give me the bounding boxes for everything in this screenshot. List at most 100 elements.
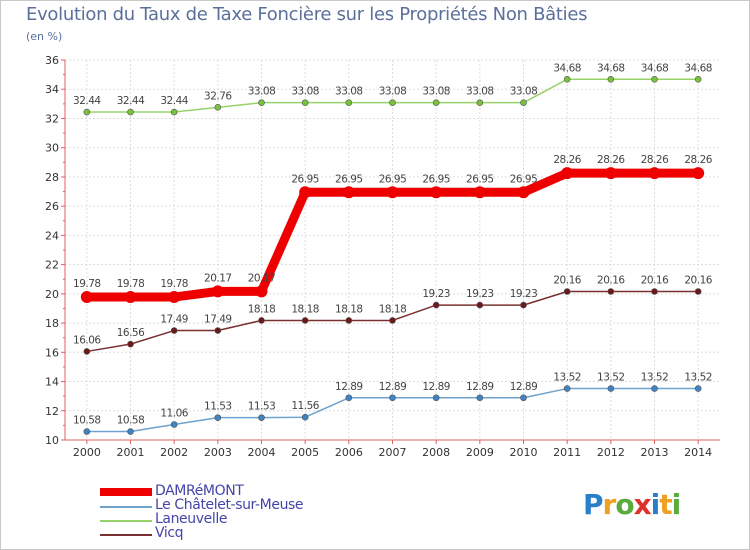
data-point	[389, 317, 396, 324]
proxiti-logo: Proxiti	[583, 488, 682, 521]
data-point	[563, 385, 571, 392]
data-label: 33.08	[422, 86, 450, 98]
data-label: 20.17	[204, 272, 232, 284]
data-label: 34.68	[597, 62, 625, 74]
data-label: 28.26	[641, 154, 669, 166]
data-label: 32.76	[204, 90, 232, 102]
data-point	[301, 317, 309, 324]
data-label: 20.16	[641, 275, 669, 287]
data-point	[607, 288, 615, 295]
y-tick-label: 24	[45, 229, 59, 242]
x-tick-label: 2006	[335, 446, 363, 459]
data-label: 26.95	[510, 173, 538, 185]
data-point	[127, 108, 134, 116]
data-label: 33.08	[291, 86, 319, 98]
data-point	[563, 75, 571, 83]
data-point	[692, 167, 705, 180]
data-point	[432, 301, 440, 309]
legend-label: Le Châtelet-sur-Meuse	[155, 497, 304, 513]
data-label: 16.56	[117, 327, 145, 339]
legend-item-laneuvelle: Laneuvelle	[100, 511, 400, 527]
data-point	[430, 186, 443, 199]
data-label: 13.52	[641, 372, 669, 384]
data-label: 33.08	[248, 86, 276, 98]
data-point	[473, 186, 486, 199]
data-label: 34.68	[684, 62, 712, 74]
x-tick-label: 2011	[553, 446, 581, 459]
data-label: 28.26	[553, 154, 581, 166]
legend-label: DAMRéMONT	[155, 483, 244, 499]
data-point	[476, 394, 484, 402]
y-tick-label: 30	[45, 142, 59, 155]
chart-title: Evolution du Taux de Taxe Foncière sur l…	[26, 4, 588, 25]
data-label: 11.56	[291, 400, 319, 412]
y-tick-label: 32	[45, 112, 59, 125]
data-label: 34.68	[553, 62, 581, 74]
data-point	[299, 186, 312, 199]
data-label: 12.89	[510, 381, 538, 393]
data-label: 12.89	[379, 381, 407, 393]
data-label: 20.16	[597, 275, 625, 287]
legend-label: Vicq	[155, 525, 184, 541]
data-label: 17.49	[204, 314, 232, 326]
data-label: 32.44	[160, 95, 188, 107]
logo-letter: x	[633, 488, 652, 521]
data-label: 13.52	[684, 372, 712, 384]
x-tick-label: 2003	[204, 446, 232, 459]
data-point	[389, 394, 396, 402]
data-point	[83, 348, 91, 355]
x-tick-label: 2010	[510, 446, 538, 459]
logo-letter: P	[583, 488, 604, 521]
data-point	[80, 291, 93, 304]
data-point	[389, 99, 396, 106]
data-point	[604, 167, 617, 180]
data-point	[211, 285, 224, 298]
x-tick-label: 2012	[597, 446, 625, 459]
data-label: 33.08	[335, 86, 363, 98]
data-label: 11.53	[248, 401, 276, 413]
data-point	[124, 291, 137, 304]
data-label: 12.89	[422, 381, 450, 393]
y-tick-label: 16	[45, 346, 59, 359]
data-point	[127, 428, 134, 435]
data-label: 17.49	[160, 314, 188, 326]
data-label: 26.95	[379, 173, 407, 185]
data-point	[170, 108, 178, 116]
data-label: 11.06	[160, 408, 188, 420]
logo-letter: t	[659, 488, 672, 521]
data-point	[214, 104, 222, 111]
data-point	[258, 317, 265, 324]
data-label: 19.23	[510, 288, 538, 300]
data-label: 26.95	[335, 173, 363, 185]
data-point	[694, 75, 702, 83]
data-point	[432, 99, 440, 106]
data-point	[255, 285, 268, 298]
data-label: 33.08	[510, 86, 538, 98]
y-unit-label: (en %)	[26, 30, 63, 43]
legend-item-damremont: DAMRéMONT	[100, 483, 400, 499]
logo-letter: o	[615, 488, 634, 521]
data-label: 26.95	[422, 173, 450, 185]
legend-label: Laneuvelle	[155, 511, 228, 527]
data-label: 26.95	[466, 173, 494, 185]
data-label: 20.16	[553, 275, 581, 287]
data-label: 19.78	[73, 278, 101, 290]
data-point	[517, 186, 530, 199]
data-point	[476, 99, 484, 106]
x-tick-label: 2000	[73, 446, 101, 459]
data-label: 16.06	[73, 334, 101, 346]
data-label: 19.23	[422, 288, 450, 300]
y-tick-label: 22	[45, 259, 59, 272]
data-label: 19.78	[117, 278, 145, 290]
data-point	[214, 327, 222, 334]
data-point	[170, 327, 178, 334]
data-point	[342, 186, 355, 199]
data-label: 20.16	[684, 275, 712, 287]
logo-letter: i	[671, 488, 682, 521]
data-label: 33.08	[466, 86, 494, 98]
data-label: 18.18	[335, 303, 363, 315]
y-tick-label: 20	[45, 288, 59, 301]
x-tick-label: 2007	[379, 446, 407, 459]
y-tick-label: 36	[45, 54, 59, 67]
